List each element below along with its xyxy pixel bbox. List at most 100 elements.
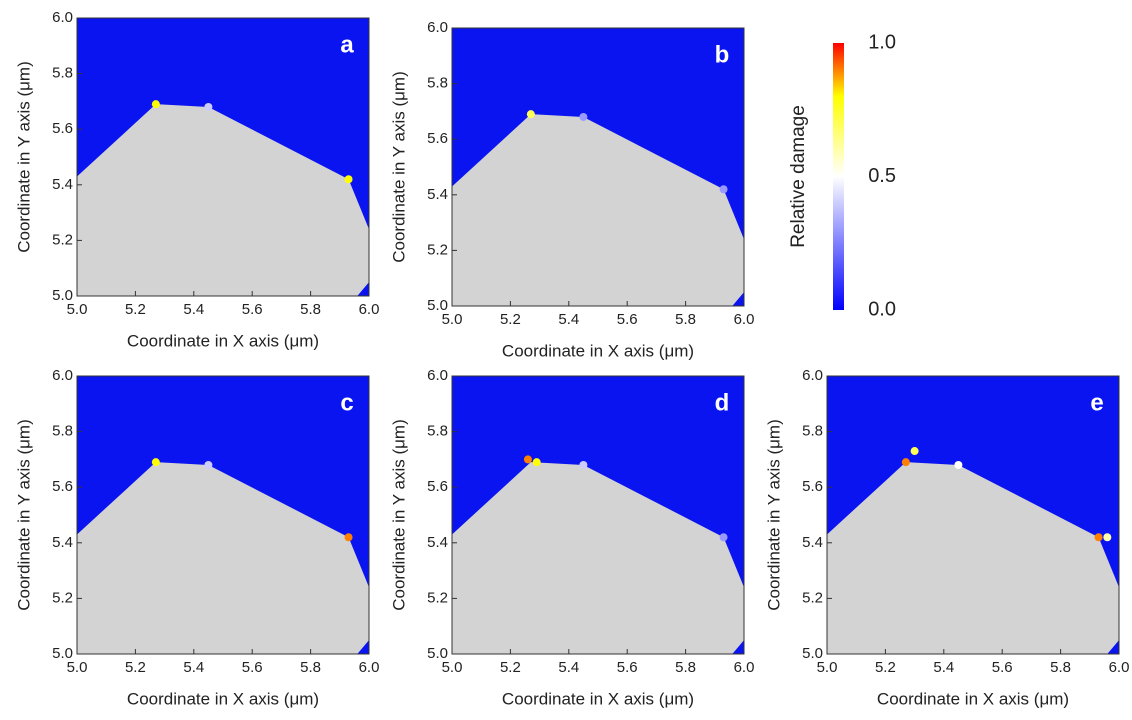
damage-hotspot [151, 458, 160, 467]
x-axis-title: Coordinate in X axis (μm) [502, 689, 694, 708]
x-tick-label: 5.8 [300, 301, 321, 318]
y-axis-title: Coordinate in Y axis (μm) [389, 71, 408, 263]
x-tick-label: 6.0 [359, 301, 380, 318]
x-tick-label: 5.8 [300, 659, 321, 676]
colorbar-tick-label: 0.5 [868, 165, 896, 187]
x-tick-label: 5.2 [125, 659, 146, 676]
plot-frame [826, 375, 1120, 655]
y-tick-label: 5.8 [427, 423, 448, 440]
x-tick-label: 5.2 [500, 311, 521, 328]
y-tick-label: 5.2 [52, 589, 73, 606]
panel-label: d [715, 389, 730, 416]
y-tick-label: 5.6 [52, 478, 73, 495]
y-tick-label: 5.0 [52, 645, 73, 662]
y-tick-label: 5.4 [52, 176, 73, 193]
damage-hotspot [526, 110, 535, 119]
grain-area [452, 462, 744, 654]
colorbar-tick-label: 0.0 [868, 298, 896, 320]
y-tick-label: 6.0 [52, 9, 73, 26]
plot-area [77, 100, 369, 296]
damage-hotspot [204, 102, 213, 111]
y-tick-label: 5.6 [427, 478, 448, 495]
x-tick-label: 5.6 [992, 659, 1013, 676]
x-tick-label: 5.0 [442, 659, 463, 676]
x-tick-label: 5.0 [442, 311, 463, 328]
x-tick-label: 5.6 [617, 311, 638, 328]
y-tick-label: 5.0 [802, 645, 823, 662]
y-tick-label: 5.0 [427, 297, 448, 314]
x-tick-label: 6.0 [359, 659, 380, 676]
x-tick-label: 5.6 [242, 301, 263, 318]
x-tick-label: 5.8 [675, 659, 696, 676]
y-tick-label: 5.4 [427, 186, 448, 203]
x-tick-label: 5.0 [67, 659, 88, 676]
plot-area [452, 110, 744, 306]
y-tick-label: 5.6 [427, 130, 448, 147]
x-tick-label: 6.0 [734, 311, 755, 328]
y-tick-label: 5.8 [802, 423, 823, 440]
colorbar [833, 43, 844, 310]
y-tick-label: 6.0 [427, 367, 448, 384]
plot-area [77, 458, 369, 654]
x-tick-label: 5.4 [183, 659, 204, 676]
panel-label: b [715, 41, 730, 68]
colorbar-tick-label: 1.0 [868, 31, 896, 53]
damage-hotspot [344, 533, 353, 542]
plot-frame [76, 375, 370, 655]
y-tick-label: 5.2 [427, 589, 448, 606]
y-tick-label: 6.0 [52, 367, 73, 384]
damage-hotspot [910, 447, 919, 456]
damage-hotspot [1103, 533, 1112, 542]
x-tick-label: 5.0 [67, 301, 88, 318]
y-tick-label: 6.0 [427, 19, 448, 36]
x-tick-label: 5.2 [125, 301, 146, 318]
damage-hotspot [719, 533, 728, 542]
x-tick-label: 5.8 [675, 311, 696, 328]
y-axis-title: Coordinate in Y axis (μm) [14, 61, 33, 253]
y-axis-title: Coordinate in Y axis (μm) [764, 419, 783, 611]
x-axis-title: Coordinate in X axis (μm) [877, 689, 1069, 708]
plot-area [827, 447, 1119, 654]
damage-hotspot [151, 100, 160, 109]
plot-frame [451, 27, 745, 307]
y-tick-label: 5.6 [802, 478, 823, 495]
damage-hotspot [901, 458, 910, 467]
y-tick-label: 5.4 [802, 534, 823, 551]
x-tick-label: 5.2 [500, 659, 521, 676]
x-axis-title: Coordinate in X axis (μm) [127, 331, 319, 350]
y-tick-label: 5.6 [52, 120, 73, 137]
x-tick-label: 5.6 [242, 659, 263, 676]
plot-area [452, 455, 744, 654]
damage-hotspot [523, 455, 532, 464]
y-tick-label: 5.8 [52, 65, 73, 82]
y-axis-title: Coordinate in Y axis (μm) [389, 419, 408, 611]
x-tick-label: 5.0 [817, 659, 838, 676]
damage-hotspot [719, 185, 728, 194]
x-tick-label: 6.0 [734, 659, 755, 676]
x-tick-label: 5.4 [558, 311, 579, 328]
y-tick-label: 6.0 [802, 367, 823, 384]
damage-hotspot [954, 460, 963, 469]
x-axis-title: Coordinate in X axis (μm) [127, 689, 319, 708]
y-tick-label: 5.4 [427, 534, 448, 551]
panel-label: c [340, 389, 353, 416]
y-tick-label: 5.4 [52, 534, 73, 551]
x-tick-label: 5.4 [558, 659, 579, 676]
y-tick-label: 5.8 [427, 75, 448, 92]
damage-hotspot [344, 175, 353, 184]
x-tick-label: 5.2 [875, 659, 896, 676]
x-axis-title: Coordinate in X axis (μm) [502, 341, 694, 360]
y-tick-label: 5.0 [52, 287, 73, 304]
grain-area [452, 114, 744, 306]
y-axis-title: Coordinate in Y axis (μm) [14, 419, 33, 611]
plot-frame [451, 375, 745, 655]
x-tick-label: 6.0 [1109, 659, 1130, 676]
x-tick-label: 5.4 [183, 301, 204, 318]
damage-hotspot [532, 458, 541, 467]
y-tick-label: 5.2 [802, 589, 823, 606]
damage-hotspot [579, 460, 588, 469]
damage-hotspot [1094, 533, 1103, 542]
x-tick-label: 5.4 [933, 659, 954, 676]
x-tick-label: 5.8 [1050, 659, 1071, 676]
